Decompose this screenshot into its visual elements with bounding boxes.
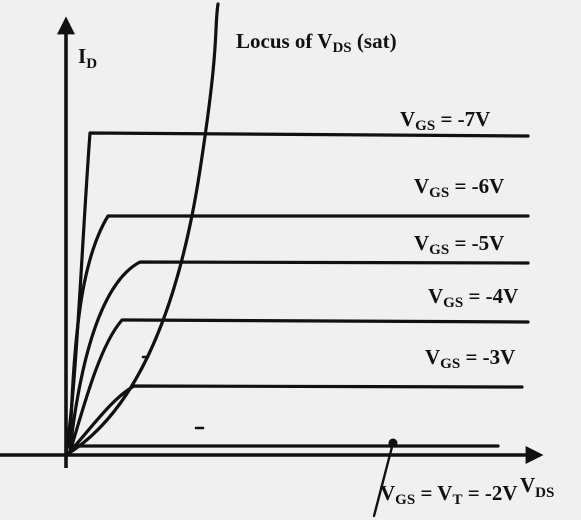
x-axis-label-main: V [520,473,535,497]
threshold-leader [372,441,395,518]
x-axis-label: VDS [520,473,554,501]
curve-label-sub: GS [443,295,463,311]
threshold-part1-sub: GS [395,492,415,508]
curve-label-tail: = -3V [460,345,515,369]
locus-label: Locus of VDS (sat) [236,29,397,56]
curve-label-vgs-4v: VGS = -4V [428,284,518,311]
threshold-part2-main: = V [415,481,452,505]
locus-label-sub: DS [332,40,351,56]
x-axis-label-sub: DS [535,485,554,501]
y-axis-label: ID [78,44,97,72]
locus-label-tail: (sat) [352,29,397,53]
y-axis-label-main: I [78,44,86,68]
curve-vgs-6v [68,214,530,446]
threshold-part2-sub: T [452,492,462,508]
curve-label-tail: = -4V [463,284,518,308]
curve-label-sub: GS [429,242,449,258]
curve-label-v: V [425,345,440,369]
curve-label-vgs-5v: VGS = -5V [414,231,504,258]
curve-label-v: V [414,231,429,255]
y-axis-label-sub: D [86,56,97,72]
curve-label-tail: = -5V [449,231,504,255]
curve-label-vgs-3v: VGS = -3V [425,345,515,372]
curve-label-v: V [400,107,415,131]
curve-label-vgs-7v: VGS = -7V [400,107,490,134]
curve-vgs-4v [68,318,530,454]
curve-label-v: V [414,174,429,198]
curve-label-tail: = -7V [435,107,490,131]
curve-label-sub: GS [440,356,460,372]
threshold-part1-main: V [380,481,395,505]
threshold-label: VGS = VT = -2V [380,481,518,508]
curve-label-vgs-6v: VGS = -6V [414,174,504,201]
locus-curve [64,2,220,457]
curve-label-sub: GS [429,185,449,201]
curve-label-tail: = -6V [449,174,504,198]
threshold-part3: = -2V [462,481,517,505]
curve-label-sub: GS [415,118,435,134]
curve-label-v: V [428,284,443,308]
locus-label-main: Locus of V [236,29,332,53]
curve-vgs-5v [68,260,530,452]
